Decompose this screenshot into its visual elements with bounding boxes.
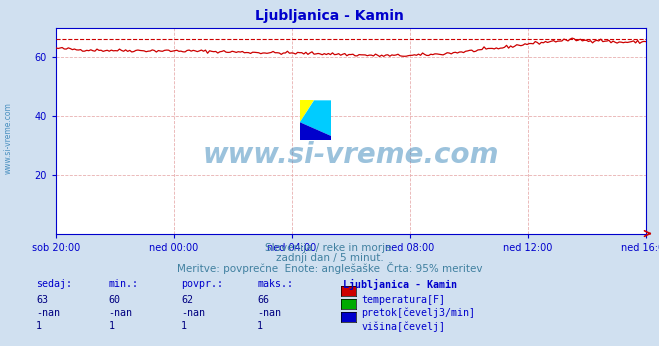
- Text: 1: 1: [257, 321, 263, 331]
- Text: 1: 1: [109, 321, 115, 331]
- Text: sedaj:: sedaj:: [36, 279, 72, 289]
- Text: 1: 1: [36, 321, 42, 331]
- Text: 62: 62: [181, 295, 193, 305]
- Text: Slovenija / reke in morje.: Slovenija / reke in morje.: [264, 243, 395, 253]
- Text: -nan: -nan: [257, 308, 281, 318]
- Text: povpr.:: povpr.:: [181, 279, 223, 289]
- Text: pretok[čevelj3/min]: pretok[čevelj3/min]: [361, 308, 475, 318]
- Polygon shape: [300, 122, 331, 140]
- Text: -nan: -nan: [36, 308, 60, 318]
- Text: zadnji dan / 5 minut.: zadnji dan / 5 minut.: [275, 253, 384, 263]
- Text: 63: 63: [36, 295, 48, 305]
- Text: 66: 66: [257, 295, 269, 305]
- Text: www.si-vreme.com: www.si-vreme.com: [3, 102, 13, 174]
- Polygon shape: [300, 100, 314, 122]
- Text: -nan: -nan: [181, 308, 205, 318]
- Text: www.si-vreme.com: www.si-vreme.com: [203, 141, 499, 169]
- Text: Meritve: povprečne  Enote: anglešaške  Črta: 95% meritev: Meritve: povprečne Enote: anglešaške Črt…: [177, 262, 482, 274]
- Text: -nan: -nan: [109, 308, 132, 318]
- Text: 1: 1: [181, 321, 187, 331]
- Text: 60: 60: [109, 295, 121, 305]
- Text: Ljubljanica - Kamin: Ljubljanica - Kamin: [255, 9, 404, 22]
- Polygon shape: [300, 100, 331, 136]
- Text: min.:: min.:: [109, 279, 139, 289]
- Text: maks.:: maks.:: [257, 279, 293, 289]
- Text: temperatura[F]: temperatura[F]: [361, 295, 445, 305]
- Text: višina[čevelj]: višina[čevelj]: [361, 321, 445, 331]
- Text: Ljubljanica - Kamin: Ljubljanica - Kamin: [343, 279, 457, 290]
